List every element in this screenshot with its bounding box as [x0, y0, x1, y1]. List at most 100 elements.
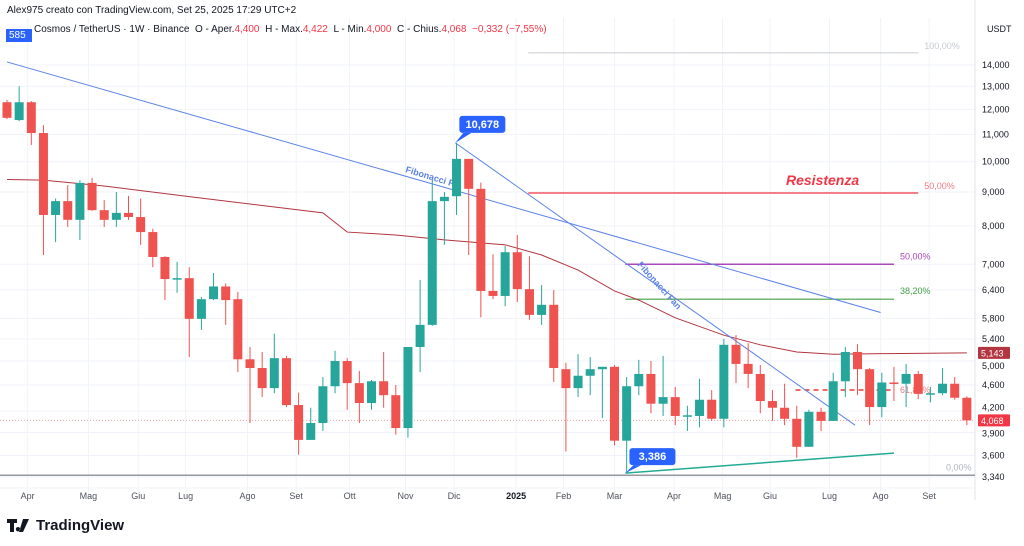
open-value: 4,400 — [234, 24, 260, 35]
candle-body — [148, 232, 158, 257]
fibonacci-fan-label: Fibonacci F — [404, 164, 455, 188]
candle — [573, 354, 583, 398]
candle — [281, 355, 291, 408]
candle-body — [221, 286, 231, 301]
candle — [670, 386, 680, 426]
candle — [524, 256, 534, 320]
time-tick-label: Mag — [80, 491, 98, 501]
candle — [318, 376, 328, 431]
candle — [330, 350, 340, 394]
time-tick-label: Ago — [873, 491, 889, 501]
candle-body — [87, 182, 97, 211]
callout-low-box — [629, 448, 676, 466]
candle-body — [439, 196, 449, 202]
candle-body — [342, 361, 352, 384]
candle-body — [634, 373, 644, 387]
candle-body — [585, 369, 595, 376]
candle — [792, 405, 802, 458]
candle-body — [512, 252, 522, 290]
candle — [877, 372, 887, 418]
candle-body — [415, 324, 425, 347]
candle-body — [269, 358, 279, 389]
candle-body — [950, 383, 960, 398]
price-tick-label: 6,400 — [982, 285, 1005, 295]
price-tick-label: 13,000 — [982, 81, 1010, 91]
candle — [99, 200, 109, 227]
candle-body — [731, 344, 741, 364]
candle-body — [124, 212, 133, 218]
candle-body — [840, 351, 850, 382]
callout-low-pointer — [625, 465, 642, 474]
time-tick-label: Ott — [344, 491, 357, 501]
candle-body — [464, 158, 474, 189]
candle — [488, 254, 498, 300]
candle — [196, 296, 206, 330]
candle — [452, 142, 462, 215]
fibonacci-fan-line-upper — [6, 61, 881, 313]
callout-low-text: 3,386 — [639, 451, 667, 463]
logo-text: TradingView — [36, 517, 125, 534]
candle — [2, 99, 12, 120]
candle — [634, 359, 644, 396]
candle-body — [767, 401, 777, 408]
symbol-name: Cosmos / TetherUS · 1W · Binance — [34, 24, 190, 35]
price-label-box — [978, 414, 1010, 427]
candle — [439, 192, 449, 245]
candle-body — [160, 256, 170, 280]
change-value: −0,332 (−7,55%) — [472, 24, 547, 35]
candle-body — [524, 289, 534, 315]
candle — [500, 245, 510, 307]
candle-body — [962, 397, 972, 421]
price-tick-label: 5,800 — [982, 313, 1005, 323]
candle-body — [476, 188, 486, 291]
tradingview-logo[interactable]: TradingView — [7, 517, 124, 534]
candle-body — [26, 102, 36, 134]
fibonacci-fan-label: Fibonacci Fan — [636, 260, 684, 312]
candle — [38, 125, 48, 255]
candle — [63, 185, 73, 227]
candle-body — [294, 405, 304, 440]
candle-body — [488, 290, 498, 296]
fib-382-label: 38,20% — [900, 286, 931, 296]
candle-body — [877, 382, 887, 408]
price-tick-label: 5,000 — [982, 361, 1005, 371]
close-value: 4,068 — [441, 24, 467, 35]
candle-body — [233, 299, 243, 360]
candle — [160, 256, 170, 301]
candle-body — [901, 373, 911, 384]
candle-body — [646, 373, 656, 404]
price-tick-label: 11,000 — [982, 129, 1009, 139]
low-value: 4,000 — [366, 24, 392, 35]
candle — [610, 365, 619, 446]
candle-body — [537, 304, 547, 315]
candle-body — [427, 201, 437, 325]
candle-body — [63, 201, 73, 220]
candle — [719, 338, 729, 428]
candle — [476, 182, 486, 318]
candle — [512, 235, 522, 302]
candle-body — [670, 397, 680, 416]
candle — [306, 407, 316, 440]
time-tick-label: Mag — [714, 491, 732, 501]
symbol-legend: Cosmos / TetherUS · 1W · Binance O - Ape… — [34, 24, 547, 35]
candle — [379, 351, 389, 408]
candle-body — [257, 367, 267, 389]
candle-body — [209, 286, 219, 300]
candle — [294, 392, 304, 455]
candle — [865, 367, 875, 426]
candle-body — [561, 369, 571, 389]
candle-body — [549, 304, 559, 368]
candle-body — [2, 102, 12, 118]
time-tick-label: Ago — [240, 491, 256, 501]
time-tick-label: Mar — [607, 491, 623, 501]
resistance-label: Resistenza — [786, 172, 859, 188]
candle — [682, 405, 692, 431]
candle-body — [682, 415, 692, 417]
candle — [597, 366, 607, 419]
moving-average-line — [6, 179, 967, 355]
price-tick-label: 4,600 — [982, 380, 1005, 390]
candle-body — [99, 210, 109, 220]
candle — [925, 386, 935, 403]
candle-body — [573, 375, 583, 389]
